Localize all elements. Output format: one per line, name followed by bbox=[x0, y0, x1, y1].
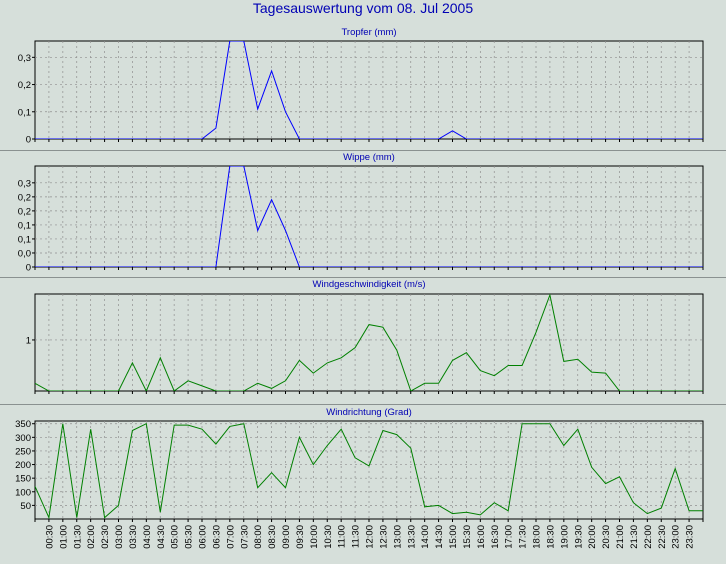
x-tick-label: 16:30 bbox=[490, 525, 501, 549]
y-tick-label: 200 bbox=[15, 460, 31, 471]
y-tick-label: 0,1 bbox=[18, 220, 31, 231]
x-tick-label: 08:00 bbox=[253, 525, 264, 549]
x-tick-label: 17:00 bbox=[504, 525, 515, 549]
x-tick-label: 07:00 bbox=[225, 525, 236, 549]
series-line bbox=[35, 422, 703, 519]
y-tick-label: 50 bbox=[20, 501, 31, 512]
panel-separator bbox=[0, 150, 726, 151]
x-tick-label: 15:00 bbox=[448, 525, 459, 549]
plot-area bbox=[34, 40, 704, 140]
x-tick-label: 12:30 bbox=[378, 525, 389, 549]
x-tick-label: 21:00 bbox=[615, 525, 626, 549]
chart-panel: 1 Windgeschwindigkeit (m/s) bbox=[26, 279, 704, 394]
panel-title: Wippe (mm) bbox=[343, 152, 395, 163]
y-tick-label: 0,1 bbox=[18, 107, 31, 118]
panel-title: Windgeschwindigkeit (m/s) bbox=[313, 279, 426, 290]
x-tick-label: 19:30 bbox=[573, 525, 584, 549]
chart-panel: 50 100 150 200 250 300 350 Windrichtung (Grad) bbox=[15, 407, 704, 522]
y-tick-label: 0,2 bbox=[18, 192, 31, 203]
chart-panel: 0 0,0 0,1 0,1 0,2 0,2 0,3 Wippe (mm) bbox=[18, 152, 704, 274]
x-tick-label: 06:00 bbox=[198, 525, 209, 549]
y-tick-label: 0 bbox=[26, 263, 31, 274]
x-tick-label: 17:30 bbox=[518, 525, 529, 549]
panel-title: Tropfer (mm) bbox=[341, 27, 396, 38]
x-tick-label: 21:30 bbox=[629, 525, 640, 549]
y-tick-label: 150 bbox=[15, 474, 31, 485]
y-tick-label: 250 bbox=[15, 446, 31, 457]
x-tick-label: 12:00 bbox=[365, 525, 376, 549]
x-tick-label: 02:30 bbox=[100, 525, 111, 549]
x-tick-label: 23:30 bbox=[685, 525, 696, 549]
y-tick-label: 0,3 bbox=[18, 178, 31, 189]
x-tick-label: 05:30 bbox=[184, 525, 195, 549]
x-tick-label: 22:00 bbox=[643, 525, 654, 549]
panel-separator bbox=[0, 404, 726, 405]
x-tick-label: 03:00 bbox=[114, 525, 125, 549]
y-tick-label: 350 bbox=[15, 419, 31, 430]
y-tick-label: 0,0 bbox=[18, 248, 31, 259]
plot-area bbox=[34, 420, 704, 520]
x-tick-label: 16:00 bbox=[476, 525, 487, 549]
y-tick-label: 300 bbox=[15, 433, 31, 444]
x-tick-label: 09:00 bbox=[281, 525, 292, 549]
x-tick-label: 11:30 bbox=[351, 525, 362, 548]
page-title: Tagesauswertung vom 08. Jul 2005 bbox=[252, 0, 474, 16]
x-tick-label: 14:30 bbox=[434, 525, 445, 549]
series-line bbox=[35, 294, 703, 391]
x-tick-label: 23:00 bbox=[671, 525, 682, 549]
x-tick-label: 03:30 bbox=[128, 525, 139, 549]
x-tick-label: 13:00 bbox=[392, 525, 403, 549]
x-tick-label: 04:00 bbox=[142, 525, 153, 549]
panel-separator bbox=[0, 277, 726, 278]
x-tick-label: 10:30 bbox=[323, 525, 334, 549]
x-tick-label: 14:00 bbox=[420, 525, 431, 549]
x-tick-label: 20:00 bbox=[587, 525, 598, 549]
x-tick-label: 07:30 bbox=[239, 525, 250, 549]
y-tick-label: 0,3 bbox=[18, 53, 31, 64]
x-tick-label: 20:30 bbox=[601, 525, 612, 549]
y-tick-label: 0 bbox=[26, 135, 31, 146]
x-tick-label: 22:30 bbox=[657, 525, 668, 549]
x-tick-label: 09:30 bbox=[295, 525, 306, 549]
plot-area bbox=[34, 293, 704, 392]
x-tick-label: 13:30 bbox=[406, 525, 417, 549]
y-tick-label: 0,2 bbox=[18, 80, 31, 91]
x-tick-label: 01:00 bbox=[58, 525, 69, 549]
x-tick-label: 15:30 bbox=[462, 525, 473, 549]
x-tick-label: 02:00 bbox=[86, 525, 97, 549]
y-tick-label: 0,2 bbox=[18, 206, 31, 217]
x-tick-label: 08:30 bbox=[267, 525, 278, 549]
x-tick-label: 01:30 bbox=[72, 525, 83, 549]
x-tick-label: 18:00 bbox=[532, 525, 543, 549]
x-tick-label: 06:30 bbox=[211, 525, 222, 549]
x-tick-label: 18:30 bbox=[545, 525, 556, 549]
x-tick-label: 10:00 bbox=[309, 525, 320, 549]
y-tick-label: 100 bbox=[15, 487, 31, 498]
panel-title: Windrichtung (Grad) bbox=[326, 407, 412, 418]
x-tick-label: 04:30 bbox=[156, 525, 167, 549]
y-tick-label: 0,1 bbox=[18, 234, 31, 245]
x-tick-label: 11:00 bbox=[337, 525, 348, 548]
series-line bbox=[35, 41, 703, 139]
x-tick-label: 05:00 bbox=[170, 525, 181, 549]
y-tick-label: 1 bbox=[26, 335, 31, 346]
x-tick-label: 19:00 bbox=[559, 525, 570, 549]
chart-panel: 0 0,1 0,2 0,3 Tropfer (mm) bbox=[18, 27, 704, 146]
x-tick-label: 00:30 bbox=[44, 525, 55, 549]
